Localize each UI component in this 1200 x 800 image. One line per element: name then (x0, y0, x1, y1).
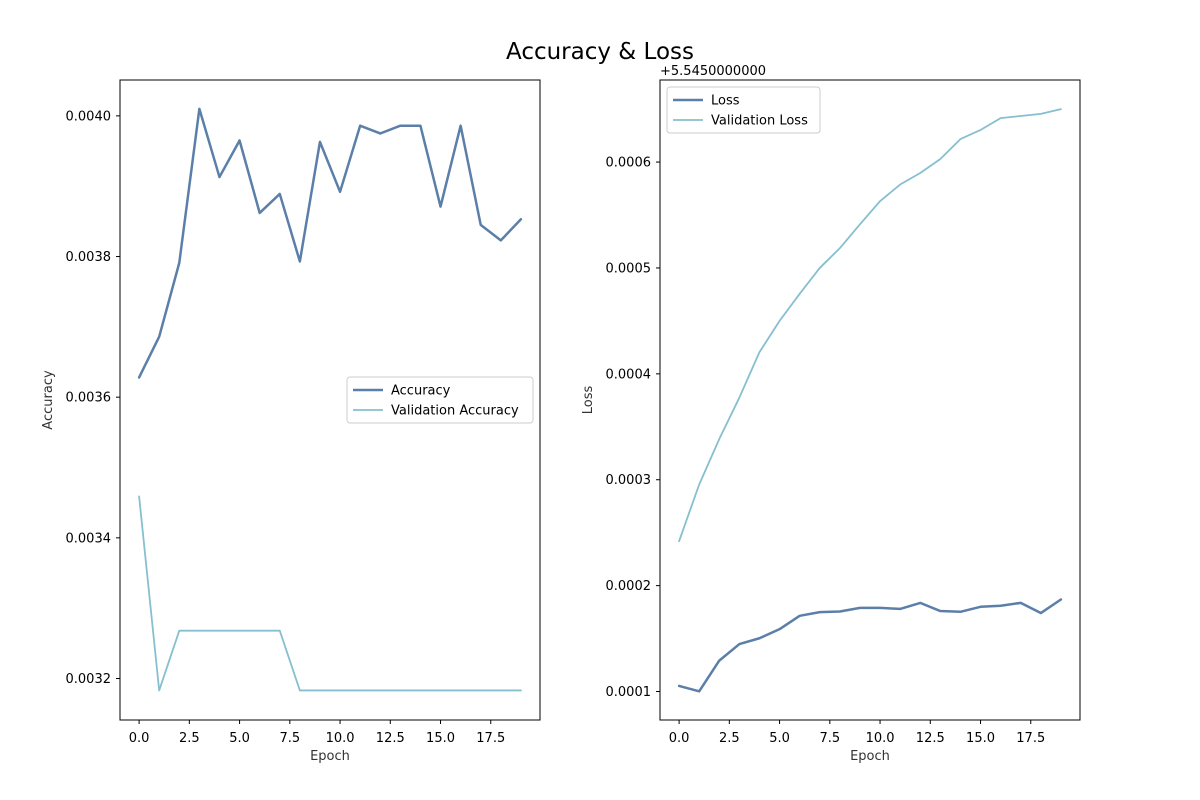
accuracy-legend-box (346, 376, 534, 424)
loss-y-axis-label: Loss (581, 386, 596, 415)
accuracy-panel: 0.0 2.5 5.0 7.5 10.0 12.5 15.0 17.5 0.00320.003… (41, 79, 541, 764)
accuracy-legend: Accuracy Validation Accuracy (346, 376, 534, 424)
x-tick-label: 17.5 (476, 731, 505, 746)
loss-legend-label: Loss (711, 94, 740, 109)
validation-loss-line (678, 108, 1062, 543)
y-tick-label: 0.0005 (606, 261, 652, 276)
x-tick-label: 10.0 (326, 731, 355, 746)
x-tick-label: 12.5 (916, 731, 945, 746)
accuracy-line (137, 107, 523, 379)
x-tick-label: 7.5 (819, 731, 840, 746)
figure-title: Accuracy & Loss (506, 39, 694, 65)
accuracy-x-axis-label: Epoch (310, 749, 350, 764)
accuracy-series-layer (137, 107, 523, 692)
x-tick-label: 12.5 (376, 731, 405, 746)
y-tick-label: 0.0034 (66, 531, 112, 546)
x-tick-label: 2.5 (179, 731, 200, 746)
x-tick-label: 7.5 (279, 731, 300, 746)
x-tick-label: 15.0 (426, 731, 455, 746)
x-tick-label: 2.5 (719, 731, 740, 746)
x-tick-label: 15.0 (966, 731, 995, 746)
y-tick-label: 0.0004 (606, 367, 652, 382)
accuracy-y-ticks: 0.0032 0.0034 0.0036 0.0038 0.0040 (66, 109, 120, 687)
y-tick-label: 0.0002 (606, 579, 652, 594)
accuracy-x-ticks: 0.0 2.5 5.0 7.5 10.0 12.5 15.0 17.5 (129, 720, 505, 746)
loss-y-offset-text: +5.5450000000 (660, 64, 766, 79)
validation-accuracy-line (138, 495, 522, 692)
accuracy-axes-frame (119, 79, 541, 721)
loss-legend-box (666, 86, 821, 134)
y-tick-label: 0.0032 (66, 672, 112, 687)
validation-loss-legend-label: Validation Loss (711, 114, 808, 129)
validation-accuracy-legend-label: Validation Accuracy (391, 404, 519, 419)
x-tick-label: 0.0 (669, 731, 690, 746)
x-tick-label: 5.0 (229, 731, 250, 746)
loss-x-ticks: 0.0 2.5 5.0 7.5 10.0 12.5 15.0 17.5 (669, 720, 1045, 746)
y-tick-label: 0.0036 (66, 391, 112, 406)
y-tick-label: 0.0001 (606, 685, 652, 700)
accuracy-y-axis-label: Accuracy (41, 370, 56, 430)
x-tick-label: 0.0 (129, 731, 150, 746)
loss-line (677, 598, 1063, 693)
y-tick-label: 0.0006 (606, 156, 652, 171)
x-tick-label: 10.0 (866, 731, 895, 746)
y-tick-label: 0.0038 (66, 250, 112, 265)
loss-legend: Loss Validation Loss (666, 86, 821, 134)
loss-y-ticks: 0.0001 0.0002 0.0003 0.0004 0.0005 0.0006 (606, 156, 660, 700)
y-tick-label: 0.0003 (606, 473, 652, 488)
loss-series-layer (677, 108, 1063, 693)
loss-axes-frame (659, 79, 1081, 721)
loss-x-axis-label: Epoch (850, 749, 890, 764)
x-tick-label: 17.5 (1016, 731, 1045, 746)
x-tick-label: 5.0 (769, 731, 790, 746)
y-tick-label: 0.0040 (66, 109, 112, 124)
loss-panel: 0.0 2.5 5.0 7.5 10.0 12.5 15.0 17.5 0.00010.000… (581, 64, 1081, 764)
accuracy-legend-label: Accuracy (391, 384, 451, 399)
